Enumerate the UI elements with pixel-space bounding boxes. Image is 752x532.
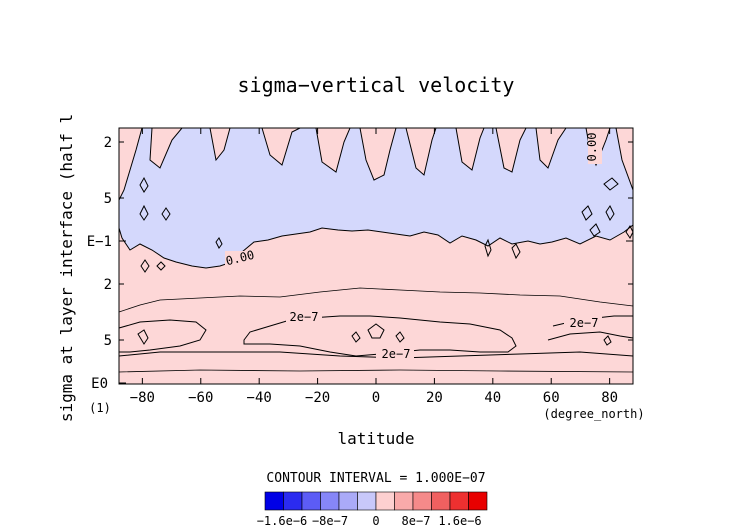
contour-label-bg <box>588 130 602 164</box>
negative-region <box>118 127 634 269</box>
x-tick-label: −80 <box>130 390 155 406</box>
contour-lower <box>118 351 634 359</box>
x-tick-label: 40 <box>484 390 501 406</box>
colorbar-tick-label: 8e−7 <box>402 514 431 528</box>
y-tick-label: 5 <box>104 333 112 349</box>
colorbar-swatch <box>357 491 377 511</box>
colorbar-swatch <box>468 491 488 511</box>
y-tick-label: 2 <box>104 277 112 293</box>
x-tick-label: 60 <box>543 390 560 406</box>
x-tick-label: −60 <box>188 390 213 406</box>
colorbar-swatch <box>449 491 469 511</box>
contour-cell <box>367 323 385 339</box>
y-tick-label: 2 <box>104 135 112 151</box>
contour-label: 0.00 <box>585 133 599 162</box>
contour-2e-7-left <box>118 319 207 353</box>
contour-surface <box>118 369 634 373</box>
contour-island <box>581 205 593 221</box>
x-tick-label: −40 <box>247 390 272 406</box>
contour-island <box>140 259 150 273</box>
contour-cell <box>603 335 612 346</box>
colorbar-swatch <box>338 491 358 511</box>
colorbar-swatch <box>320 491 340 511</box>
contour-label-bg <box>376 347 414 361</box>
contour-label: 0.00 <box>224 248 255 269</box>
contour-label-bg <box>564 316 602 330</box>
y-axis-units: (1) <box>89 401 111 415</box>
contour-interval-label: CONTOUR INTERVAL = 1.000E−07 <box>266 471 485 486</box>
colorbar-swatch <box>394 491 414 511</box>
contour-label-bg <box>225 251 255 265</box>
y-tick-label: E0 <box>91 376 108 392</box>
chart-title: sigma−vertical velocity <box>238 73 515 97</box>
contour-cell <box>137 329 149 345</box>
x-tick-label: 0 <box>372 390 380 406</box>
colorbar-swatch <box>264 491 284 511</box>
colorbar-swatch <box>283 491 303 511</box>
colorbar-swatch <box>301 491 321 511</box>
y-axis-label: sigma at layer interface (half l <box>57 114 76 422</box>
colorbar-swatch <box>412 491 432 511</box>
colorbar-swatch <box>431 491 451 511</box>
colorbar-tick-label: −1.6e−6 <box>257 514 308 528</box>
contour-island <box>589 223 601 237</box>
x-tick-label: 20 <box>426 390 443 406</box>
y-tick-label: 5 <box>104 191 112 207</box>
colorbar <box>264 491 488 511</box>
contour-island <box>161 207 171 221</box>
y-tick-label: E−1 <box>87 234 112 250</box>
contour-lines <box>118 176 634 373</box>
y-axis: 2 5 E−1 2 5 E0 <box>87 135 633 392</box>
contour-label: 2e−7 <box>382 347 411 361</box>
y-ticks <box>119 141 633 384</box>
x-axis-label: latitude <box>337 429 414 448</box>
colorbar-tick-label: 1.6e−6 <box>438 514 481 528</box>
colorbar-tick-label: −8e−7 <box>312 514 348 528</box>
contour-label-bg <box>286 310 322 324</box>
colorbar-tick-label: 0 <box>372 514 379 528</box>
contour-island <box>603 177 619 191</box>
x-tick-label: 80 <box>601 390 618 406</box>
contour-island <box>139 176 149 193</box>
contour-island <box>605 205 615 221</box>
colorbar-labels: −1.6e−6 −8e−7 0 8e−7 1.6e−6 <box>257 514 482 528</box>
contour-label: 2e−7 <box>570 316 599 330</box>
contour-island <box>484 238 492 258</box>
contour-island <box>215 237 223 249</box>
contour-island <box>156 261 166 271</box>
plot-area: 0.00 0.00 2e−7 2e−7 2e−7 <box>118 127 634 385</box>
contour-2e-7-lobe-right-lower <box>547 331 634 341</box>
x-axis-units: (degree_north) <box>543 407 644 421</box>
x-tick-label: −20 <box>305 390 330 406</box>
contour-island <box>139 204 149 221</box>
contour-cell <box>351 331 361 343</box>
contour-1e-7 <box>118 287 634 313</box>
contour-label: 2e−7 <box>290 310 319 324</box>
contour-cell <box>395 331 405 343</box>
colorbar-swatch <box>375 491 395 511</box>
x-axis: −80 −60 −40 −20 0 20 40 60 80 <box>130 128 618 406</box>
contour-island <box>511 243 521 260</box>
contour-labels: 0.00 0.00 2e−7 2e−7 2e−7 <box>224 130 602 361</box>
